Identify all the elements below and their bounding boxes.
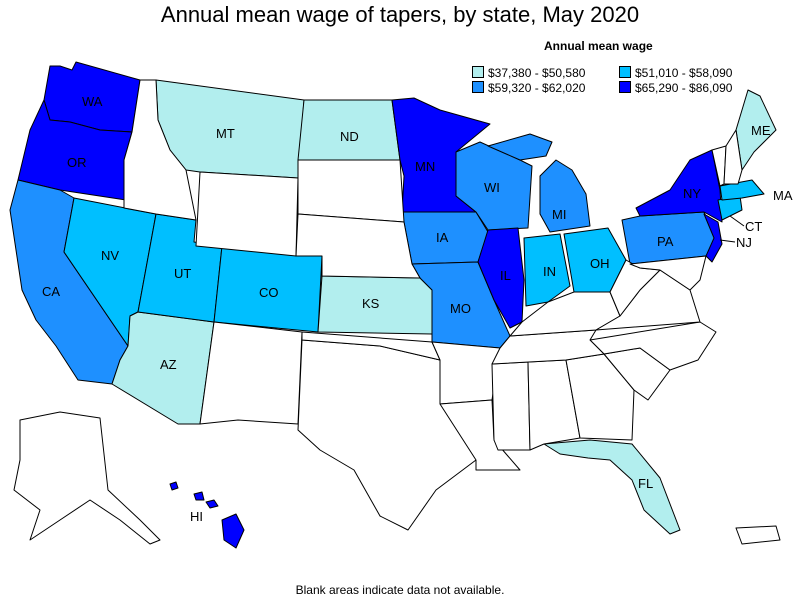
label-ND: ND [340,129,359,144]
footnote: Blank areas indicate data not available. [295,583,505,597]
state-MI[interactable] [487,133,591,233]
legend-item-2: $51,010 - $58,090 [619,66,732,80]
legend-item-4: $65,290 - $86,090 [619,81,732,95]
state-NH [723,129,743,185]
label-NY: NY [683,186,701,201]
label-WI: WI [484,180,500,195]
leader-line-CT [729,215,745,227]
label-KS: KS [362,296,380,311]
legend-swatch-4 [619,81,631,93]
state-MS [491,361,531,451]
label-NV: NV [101,248,119,263]
label-IL: IL [500,268,511,283]
leader-line-NJ [719,239,736,243]
state-IN[interactable] [523,233,571,307]
label-MI: MI [552,207,566,222]
state-OK [301,331,441,361]
state-NY[interactable] [635,149,723,223]
label-MT: MT [216,126,235,141]
legend-swatch-2 [619,66,631,78]
state-FL[interactable] [543,439,681,535]
label-IN: IN [543,264,556,279]
legend-label-3: $59,320 - $62,020 [488,81,586,95]
legend-item-3: $59,320 - $62,020 [472,81,585,95]
legend-label-2: $51,010 - $58,090 [635,66,733,80]
state-NC [589,321,717,371]
state-NM [199,321,303,425]
legend-swatch-3 [472,81,484,93]
state-NJ[interactable] [703,213,723,263]
legend-swatch-1 [472,66,484,78]
state-AR [431,341,501,405]
legend-title: Annual mean wage [544,39,653,53]
legend-label-4: $65,290 - $86,090 [635,81,733,95]
territory-PR [735,525,781,545]
state-HI[interactable] [169,481,245,549]
label-CO: CO [259,285,279,300]
state-SD [297,159,405,223]
label-UT: UT [174,266,191,281]
state-NE [295,213,421,279]
label-MN: MN [415,159,435,174]
label-MA: MA [773,188,793,203]
legend-label-1: $37,380 - $50,580 [488,66,586,80]
state-IL[interactable] [477,227,525,329]
label-MO: MO [450,301,471,316]
label-CA: CA [42,284,60,299]
label-AZ: AZ [160,357,177,372]
label-CT: CT [745,219,762,234]
state-AK [13,411,161,545]
label-OH: OH [590,256,610,271]
state-WY [195,171,299,257]
state-LA [439,399,521,471]
map-title: Annual mean wage of tapers, by state, Ma… [160,2,640,27]
label-ME: ME [751,123,771,138]
label-HI: HI [190,509,203,524]
state-MA[interactable] [719,179,765,201]
state-ID [123,79,197,221]
label-NJ: NJ [736,235,752,250]
label-OR: OR [67,155,87,170]
label-FL: FL [638,476,653,491]
label-IA: IA [436,230,449,245]
label-PA: PA [657,234,674,249]
state-MD [629,255,707,291]
legend-item-1: $37,380 - $50,580 [472,66,585,80]
label-WA: WA [82,94,103,109]
